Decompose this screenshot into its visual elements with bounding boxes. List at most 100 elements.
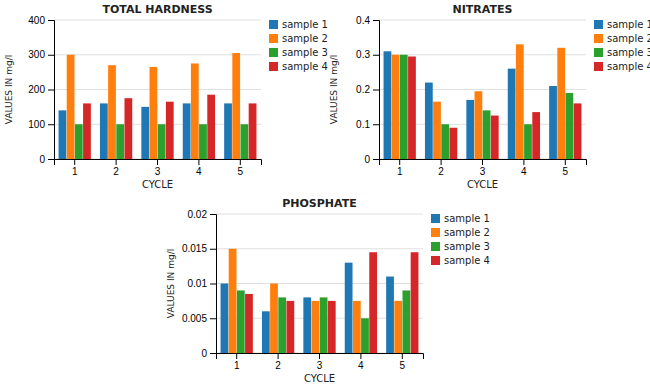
tick-mark (48, 20, 54, 21)
tick-mark (210, 214, 216, 215)
legend-swatch (269, 34, 278, 43)
x-tick: 4 (196, 159, 202, 177)
x-axis: 1 2 3 4 5 (217, 353, 424, 371)
grid-line (54, 54, 261, 55)
bar (384, 51, 392, 159)
grid-line (54, 89, 261, 90)
bar (245, 294, 253, 353)
legend-item: sample 1 (269, 19, 328, 30)
tick-mark (523, 159, 524, 165)
bar (262, 311, 270, 353)
bar (100, 103, 108, 159)
bar (411, 252, 419, 353)
legend-swatch (594, 62, 603, 71)
legend-swatch (431, 228, 440, 237)
legend-label: sample 4 (607, 61, 650, 72)
legend-item: sample 4 (431, 255, 490, 266)
x-tick-label: 1 (397, 166, 403, 177)
y-tick-label: 0.02 (188, 209, 208, 220)
title: PHOSPHATE (282, 197, 357, 210)
y-tick-label: 100 (28, 119, 45, 130)
y-tick: 0 (364, 154, 379, 165)
tick-mark (373, 20, 379, 21)
y-tick-label: 0 (201, 348, 207, 359)
x-tick-label: 3 (480, 166, 486, 177)
bar (232, 53, 240, 159)
x-tick-label: 4 (358, 360, 364, 371)
bar (394, 301, 402, 353)
y-tick: 0.01 (188, 278, 216, 289)
x-tick-label: 2 (275, 360, 281, 371)
legend-item: sample 3 (431, 241, 490, 252)
y-tick: 400 (28, 15, 54, 26)
grid-line (216, 248, 423, 249)
x-tick-label: 1 (234, 360, 240, 371)
y-tick: 0 (201, 348, 216, 359)
title: TOTAL HARDNESS (102, 3, 212, 16)
bar (270, 284, 278, 354)
bar (224, 103, 232, 159)
bar (475, 91, 483, 159)
bar (249, 103, 257, 159)
bar (361, 318, 369, 353)
axis-line (217, 354, 424, 360)
y-axis: 00.10.20.30.4 (356, 15, 379, 165)
y-tick-label: 400 (28, 15, 45, 26)
bar (549, 86, 557, 159)
bar (286, 301, 294, 353)
grid (379, 20, 586, 159)
bar (441, 124, 449, 159)
bars (59, 53, 257, 159)
tick-mark (157, 159, 158, 165)
bar (158, 124, 166, 159)
y-tick-label: 0 (39, 154, 45, 165)
bar (116, 124, 124, 159)
bar (229, 249, 237, 353)
tick-mark (210, 249, 216, 250)
bar (449, 128, 457, 159)
x-tick: 1 (72, 159, 78, 177)
bar (392, 55, 400, 159)
x-tick-label: 3 (317, 360, 323, 371)
legend-item: sample 1 (431, 213, 490, 224)
tick-mark (210, 284, 216, 285)
x-tick: 4 (521, 159, 527, 177)
grid-line (379, 20, 586, 21)
bar (524, 124, 532, 159)
x-tick-label: 4 (521, 166, 527, 177)
x-tick: 5 (400, 353, 406, 371)
legend-swatch (431, 242, 440, 251)
x-axis-title: CYCLE (304, 373, 335, 384)
bar (221, 284, 229, 354)
y-tick: 0.2 (356, 84, 379, 95)
legend-label: sample 2 (444, 227, 490, 238)
tick-mark (319, 353, 320, 359)
x-tick-label: 3 (155, 166, 161, 177)
bar (150, 67, 158, 159)
bar (328, 301, 336, 353)
legend: sample 1 sample 2 sample 3 sample 4 (431, 213, 490, 266)
tick-mark (278, 353, 279, 359)
x-tick-label: 5 (563, 166, 569, 177)
bar (566, 93, 574, 159)
plot-area (221, 249, 419, 353)
y-tick-label: 0.005 (182, 313, 207, 324)
legend-item: sample 2 (269, 33, 328, 44)
grid-line (379, 54, 586, 55)
y-tick: 200 (28, 84, 54, 95)
legend-label: sample 2 (282, 33, 328, 44)
axis-line (48, 21, 55, 160)
x-tick: 4 (358, 353, 364, 371)
tick-mark (210, 318, 216, 319)
chart-container: 123450100200300400TOTAL HARDNESSCYCLEVAL… (0, 0, 650, 387)
series (400, 55, 573, 159)
y-tick: 0.3 (356, 49, 379, 60)
legend-item: sample 2 (594, 33, 650, 44)
x-tick: 2 (113, 159, 119, 177)
bar (400, 55, 408, 159)
bar (191, 63, 199, 159)
bar (207, 95, 215, 159)
tick-mark (360, 353, 361, 359)
legend: sample 1sample 2sample 3sample 4 (269, 19, 328, 72)
legend-swatch (594, 48, 603, 57)
